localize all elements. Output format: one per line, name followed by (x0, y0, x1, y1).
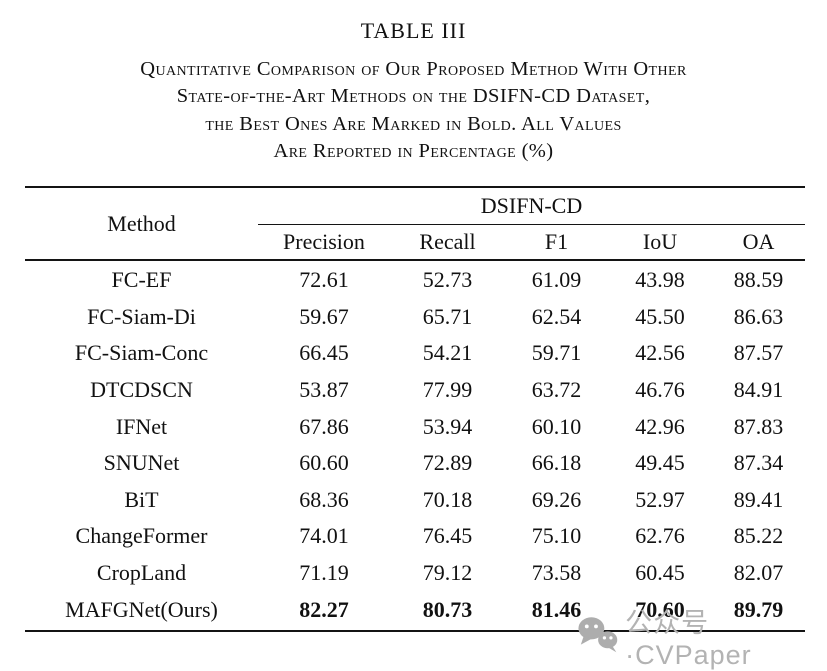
value-cell: 46.76 (635, 377, 685, 403)
results-table: Method DSIFN-CD Precision Recall F1 IoU … (25, 186, 805, 632)
value-cell: 80.73 (422, 596, 473, 622)
table-header: Method DSIFN-CD Precision Recall F1 IoU … (25, 186, 805, 261)
method-cell: CropLand (96, 560, 187, 586)
value-cell: 85.22 (733, 523, 784, 549)
dataset-group-header: DSIFN-CD (258, 188, 805, 225)
table-row: CropLand 71.19 79.12 73.58 60.45 82.07 (25, 555, 805, 592)
table-row: BiT 68.36 70.18 69.26 52.97 89.41 (25, 482, 805, 519)
value-cell: 49.45 (635, 450, 685, 476)
value-cell: 62.54 (531, 303, 582, 329)
table-caption: Quantitative Comparison of Our Proposed … (0, 56, 827, 166)
table-row: IFNet 67.86 53.94 60.10 42.96 87.83 (25, 408, 805, 445)
dataset-group: DSIFN-CD Precision Recall F1 IoU OA (258, 188, 805, 259)
value-cell: 73.58 (531, 560, 582, 586)
value-cell: 66.18 (531, 450, 582, 476)
value-cell: 72.61 (299, 267, 349, 293)
value-cell: 63.72 (531, 377, 582, 403)
value-cell: 89.79 (733, 596, 784, 622)
value-cell: 52.97 (635, 486, 685, 512)
value-cell: 87.83 (733, 413, 784, 439)
column-header-oa: OA (742, 229, 775, 254)
value-cell: 84.91 (733, 377, 784, 403)
value-cell: 53.87 (299, 377, 349, 403)
method-cell: FC-EF (111, 267, 172, 293)
method-cell: IFNet (115, 413, 168, 439)
metric-header-row: Precision Recall F1 IoU OA (258, 225, 805, 259)
value-cell: 75.10 (531, 523, 582, 549)
value-cell: 89.41 (733, 486, 784, 512)
value-cell: 61.09 (531, 267, 582, 293)
value-cell: 70.60 (635, 596, 685, 622)
value-cell: 60.45 (635, 560, 685, 586)
value-cell: 81.46 (531, 596, 582, 622)
value-cell: 59.71 (531, 340, 582, 366)
table-row: ChangeFormer 74.01 76.45 75.10 62.76 85.22 (25, 518, 805, 555)
value-cell: 74.01 (299, 523, 349, 549)
value-cell: 82.27 (299, 596, 349, 622)
method-column-header: Method (107, 210, 176, 236)
value-cell: 76.45 (422, 523, 473, 549)
value-cell: 43.98 (635, 267, 685, 293)
column-header-iou: IoU (642, 229, 678, 254)
column-header-recall: Recall (419, 229, 476, 254)
value-cell: 54.21 (422, 340, 473, 366)
method-cell: MAFGNet(Ours) (65, 596, 218, 622)
value-cell: 67.86 (299, 413, 349, 439)
method-cell: FC-Siam-Di (87, 303, 196, 329)
value-cell: 70.18 (422, 486, 473, 512)
value-cell: 42.96 (635, 413, 685, 439)
value-cell: 60.60 (299, 450, 349, 476)
value-cell: 66.45 (299, 340, 349, 366)
caption-line: State-of-the-Art Methods on the DSIFN-CD… (176, 85, 651, 108)
value-cell: 71.19 (299, 560, 349, 586)
value-cell: 72.89 (422, 450, 473, 476)
table-row: MAFGNet(Ours) 82.27 80.73 81.46 70.60 89.79 (25, 591, 805, 628)
table-row: FC-Siam-Conc 66.45 54.21 59.71 42.56 87.57 (25, 335, 805, 372)
method-cell: SNUNet (103, 450, 180, 476)
value-cell: 53.94 (422, 413, 473, 439)
value-cell: 45.50 (635, 303, 685, 329)
value-cell: 77.99 (422, 377, 473, 403)
method-cell: DTCDSCN (90, 377, 193, 403)
value-cell: 87.57 (733, 340, 784, 366)
value-cell: 52.73 (422, 267, 473, 293)
value-cell: 65.71 (422, 303, 473, 329)
method-cell: FC-Siam-Conc (74, 340, 209, 366)
table-row: SNUNet 60.60 72.89 66.18 49.45 87.34 (25, 445, 805, 482)
value-cell: 69.26 (531, 486, 582, 512)
value-cell: 82.07 (733, 560, 784, 586)
column-header-f1: F1 (544, 229, 569, 254)
method-cell: ChangeFormer (75, 523, 208, 549)
caption-line: Are Reported in Percentage (%) (273, 140, 554, 163)
value-cell: 62.76 (635, 523, 685, 549)
method-cell: BiT (124, 486, 159, 512)
caption-line: the Best Ones Are Marked in Bold. All Va… (205, 112, 622, 135)
value-cell: 59.67 (299, 303, 349, 329)
value-cell: 87.34 (733, 450, 784, 476)
column-header-precision: Precision (283, 229, 365, 254)
value-cell: 86.63 (733, 303, 784, 329)
table-row: FC-Siam-Di 59.67 65.71 62.54 45.50 86.63 (25, 299, 805, 336)
value-cell: 88.59 (733, 267, 784, 293)
table-body: FC-EF 72.61 52.73 61.09 43.98 88.59 FC-Siam-Di… (25, 261, 805, 632)
table-title: TABLE III (360, 18, 467, 43)
value-cell: 60.10 (531, 413, 582, 439)
value-cell: 68.36 (299, 486, 349, 512)
table-row: FC-EF 72.61 52.73 61.09 43.98 88.59 (25, 262, 805, 299)
caption-line: Quantitative Comparison of Our Proposed … (140, 58, 687, 80)
table-row: DTCDSCN 53.87 77.99 63.72 46.76 84.91 (25, 372, 805, 409)
value-cell: 42.56 (635, 340, 685, 366)
value-cell: 79.12 (422, 560, 473, 586)
